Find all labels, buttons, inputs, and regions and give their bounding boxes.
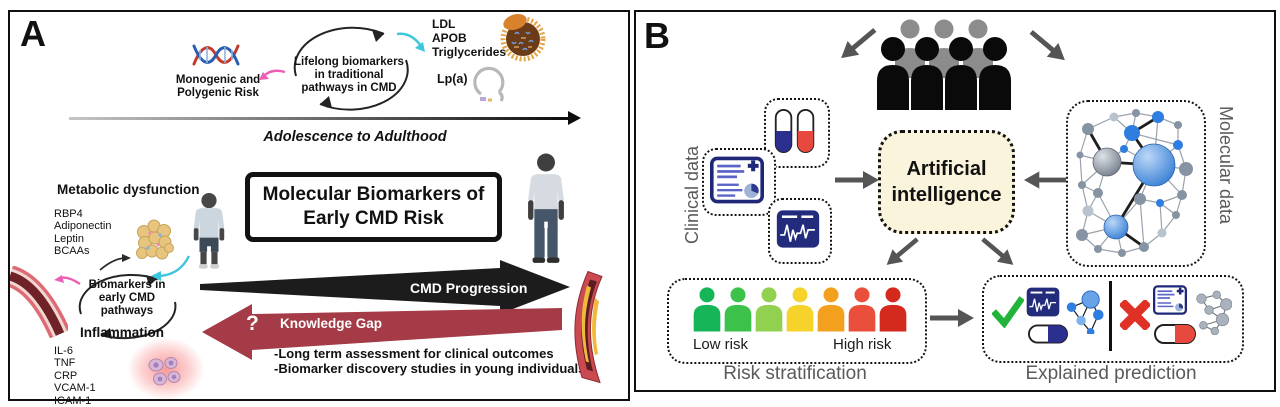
cross-icon [1120, 300, 1150, 330]
lipoprotein-particle-icon [500, 13, 546, 62]
cyan-arrow-lipids [396, 32, 425, 52]
immune-cells-icon [148, 357, 181, 386]
capsule-accept-icon [1028, 324, 1068, 344]
cmd-progression-arrow [200, 260, 570, 314]
adult-silhouette [528, 153, 564, 263]
metabolic-marker: Adiponectin [54, 220, 112, 233]
cyan-arrow-cycle [151, 255, 191, 281]
gap-point-1: -Long term assessment for clinical outco… [274, 346, 554, 361]
timeline-arrowhead [568, 111, 581, 125]
fat-cell-cluster-icon [136, 219, 174, 260]
inflammation-marker: TNF [54, 357, 76, 370]
clinical-data-label: Clinical data [682, 145, 702, 244]
diseased-artery-icon [574, 270, 603, 384]
genetics-label: Monogenic and Polygenic Risk [175, 74, 261, 99]
metabolic-heading: Metabolic dysfunction [57, 182, 200, 197]
molecular-network-icon [1076, 109, 1193, 257]
metabolic-marker: Leptin [54, 232, 84, 245]
arrow-to-fat-cells [99, 254, 131, 271]
dna-icon [192, 44, 240, 66]
inflammation-marker: CRP [54, 369, 78, 382]
lpa-label: Lp(a) [437, 72, 468, 86]
metabolic-marker: BCAAs [54, 245, 90, 258]
ai-box-label: Artificial intelligence [891, 158, 1002, 206]
early-cycle-arrows [78, 274, 177, 340]
knowledge-gap-label: Knowledge Gap [280, 316, 383, 331]
high-risk-label: High risk [833, 336, 892, 353]
low-risk-label: Low risk [693, 336, 749, 353]
child-silhouette [193, 192, 225, 269]
inflammation-glow [128, 338, 204, 400]
ai-box: Artificial intelligence [878, 130, 1015, 234]
arrow-risk-to-explained [930, 309, 974, 327]
knowledge-gap-qmark: ? [246, 312, 259, 335]
arrow-ai-to-explained [981, 237, 1014, 265]
panel-b: B Clinical data [634, 10, 1276, 392]
metabolic-marker: RBP4 [54, 208, 83, 220]
early-cycle-label: Biomarkers in early CMD pathways [88, 279, 166, 317]
pills-icon [774, 109, 815, 153]
panel-b-label: B [644, 15, 670, 56]
panel-a-label: A [20, 13, 46, 54]
lipid-item: LDL [432, 17, 456, 31]
arrow-molecular-to-ai [1024, 171, 1066, 189]
lifelong-cycle-arrows [293, 26, 409, 111]
population-group-icon [877, 19, 1011, 110]
lipid-list: LDL APOB Triglycerides [432, 17, 506, 59]
risk-person-icon [817, 287, 845, 332]
healthy-artery-icon [10, 266, 68, 338]
inflammation-marker: IL-6 [54, 345, 73, 357]
explained-divider [1109, 281, 1112, 351]
risk-person-icon [848, 287, 876, 332]
risk-person-icon [693, 287, 721, 332]
pink-arrow-genetics [259, 69, 286, 80]
risk-person-icon [786, 287, 814, 332]
gray-network-mini-icon [1196, 290, 1232, 335]
arrow-ai-to-risk [886, 237, 919, 265]
arrow-group-to-clinical [841, 27, 877, 59]
inflammation-marker: VCAM-1 [54, 382, 96, 395]
inflammation-marker-list: IL-6 TNF CRP VCAM-1 ICAM-1 [54, 345, 96, 407]
check-icon [992, 296, 1024, 328]
inflammation-heading: Inflammation [80, 325, 165, 340]
arrow-clinical-to-ai [835, 171, 879, 189]
record-mini-icon [1153, 285, 1187, 315]
lipid-item: APOB [432, 31, 467, 45]
arrow-group-to-molecular [1029, 29, 1065, 61]
lifelong-cycle-label: Lifelong biomarkers in traditional pathw… [294, 56, 404, 94]
risk-person-icon [724, 287, 752, 332]
central-box-label: Molecular Biomarkers of Early CMD Risk [262, 184, 485, 229]
risk-person-icon [755, 287, 783, 332]
gap-point-2: -Biomarker discovery studies in young in… [274, 361, 586, 376]
explained-prediction-caption: Explained prediction [1025, 363, 1197, 384]
central-box: Molecular Biomarkers of Early CMD Risk [245, 172, 502, 242]
lpa-particle-icon [473, 66, 505, 102]
knowledge-gap-arrow [202, 304, 562, 360]
inflammation-marker: ICAM-1 [54, 394, 92, 407]
medical-record-icon [710, 156, 764, 204]
ecg-icon [776, 210, 820, 248]
blue-network-mini-icon [1066, 290, 1104, 334]
metabolic-marker-list: RBP4 Adiponectin Leptin BCAAs [54, 208, 112, 258]
ecg-mini-icon [1026, 287, 1060, 317]
panel-a: A Monogenic and Polygenic Risk Lifelong … [8, 10, 630, 407]
risk-person-icon [879, 287, 907, 332]
pink-arrow-artery [54, 275, 81, 286]
lipid-item: Triglycerides [432, 45, 507, 59]
cmd-progression-label: CMD Progression [410, 280, 528, 296]
capsule-reject-icon [1154, 324, 1196, 344]
timeline-arrow [69, 117, 569, 120]
explained-prediction-box [982, 275, 1244, 363]
timeline-label: Adolescence to Adulthood [263, 129, 447, 145]
risk-stratification-caption: Risk stratification [723, 363, 867, 384]
molecular-data-label: Molecular data [1216, 106, 1236, 225]
